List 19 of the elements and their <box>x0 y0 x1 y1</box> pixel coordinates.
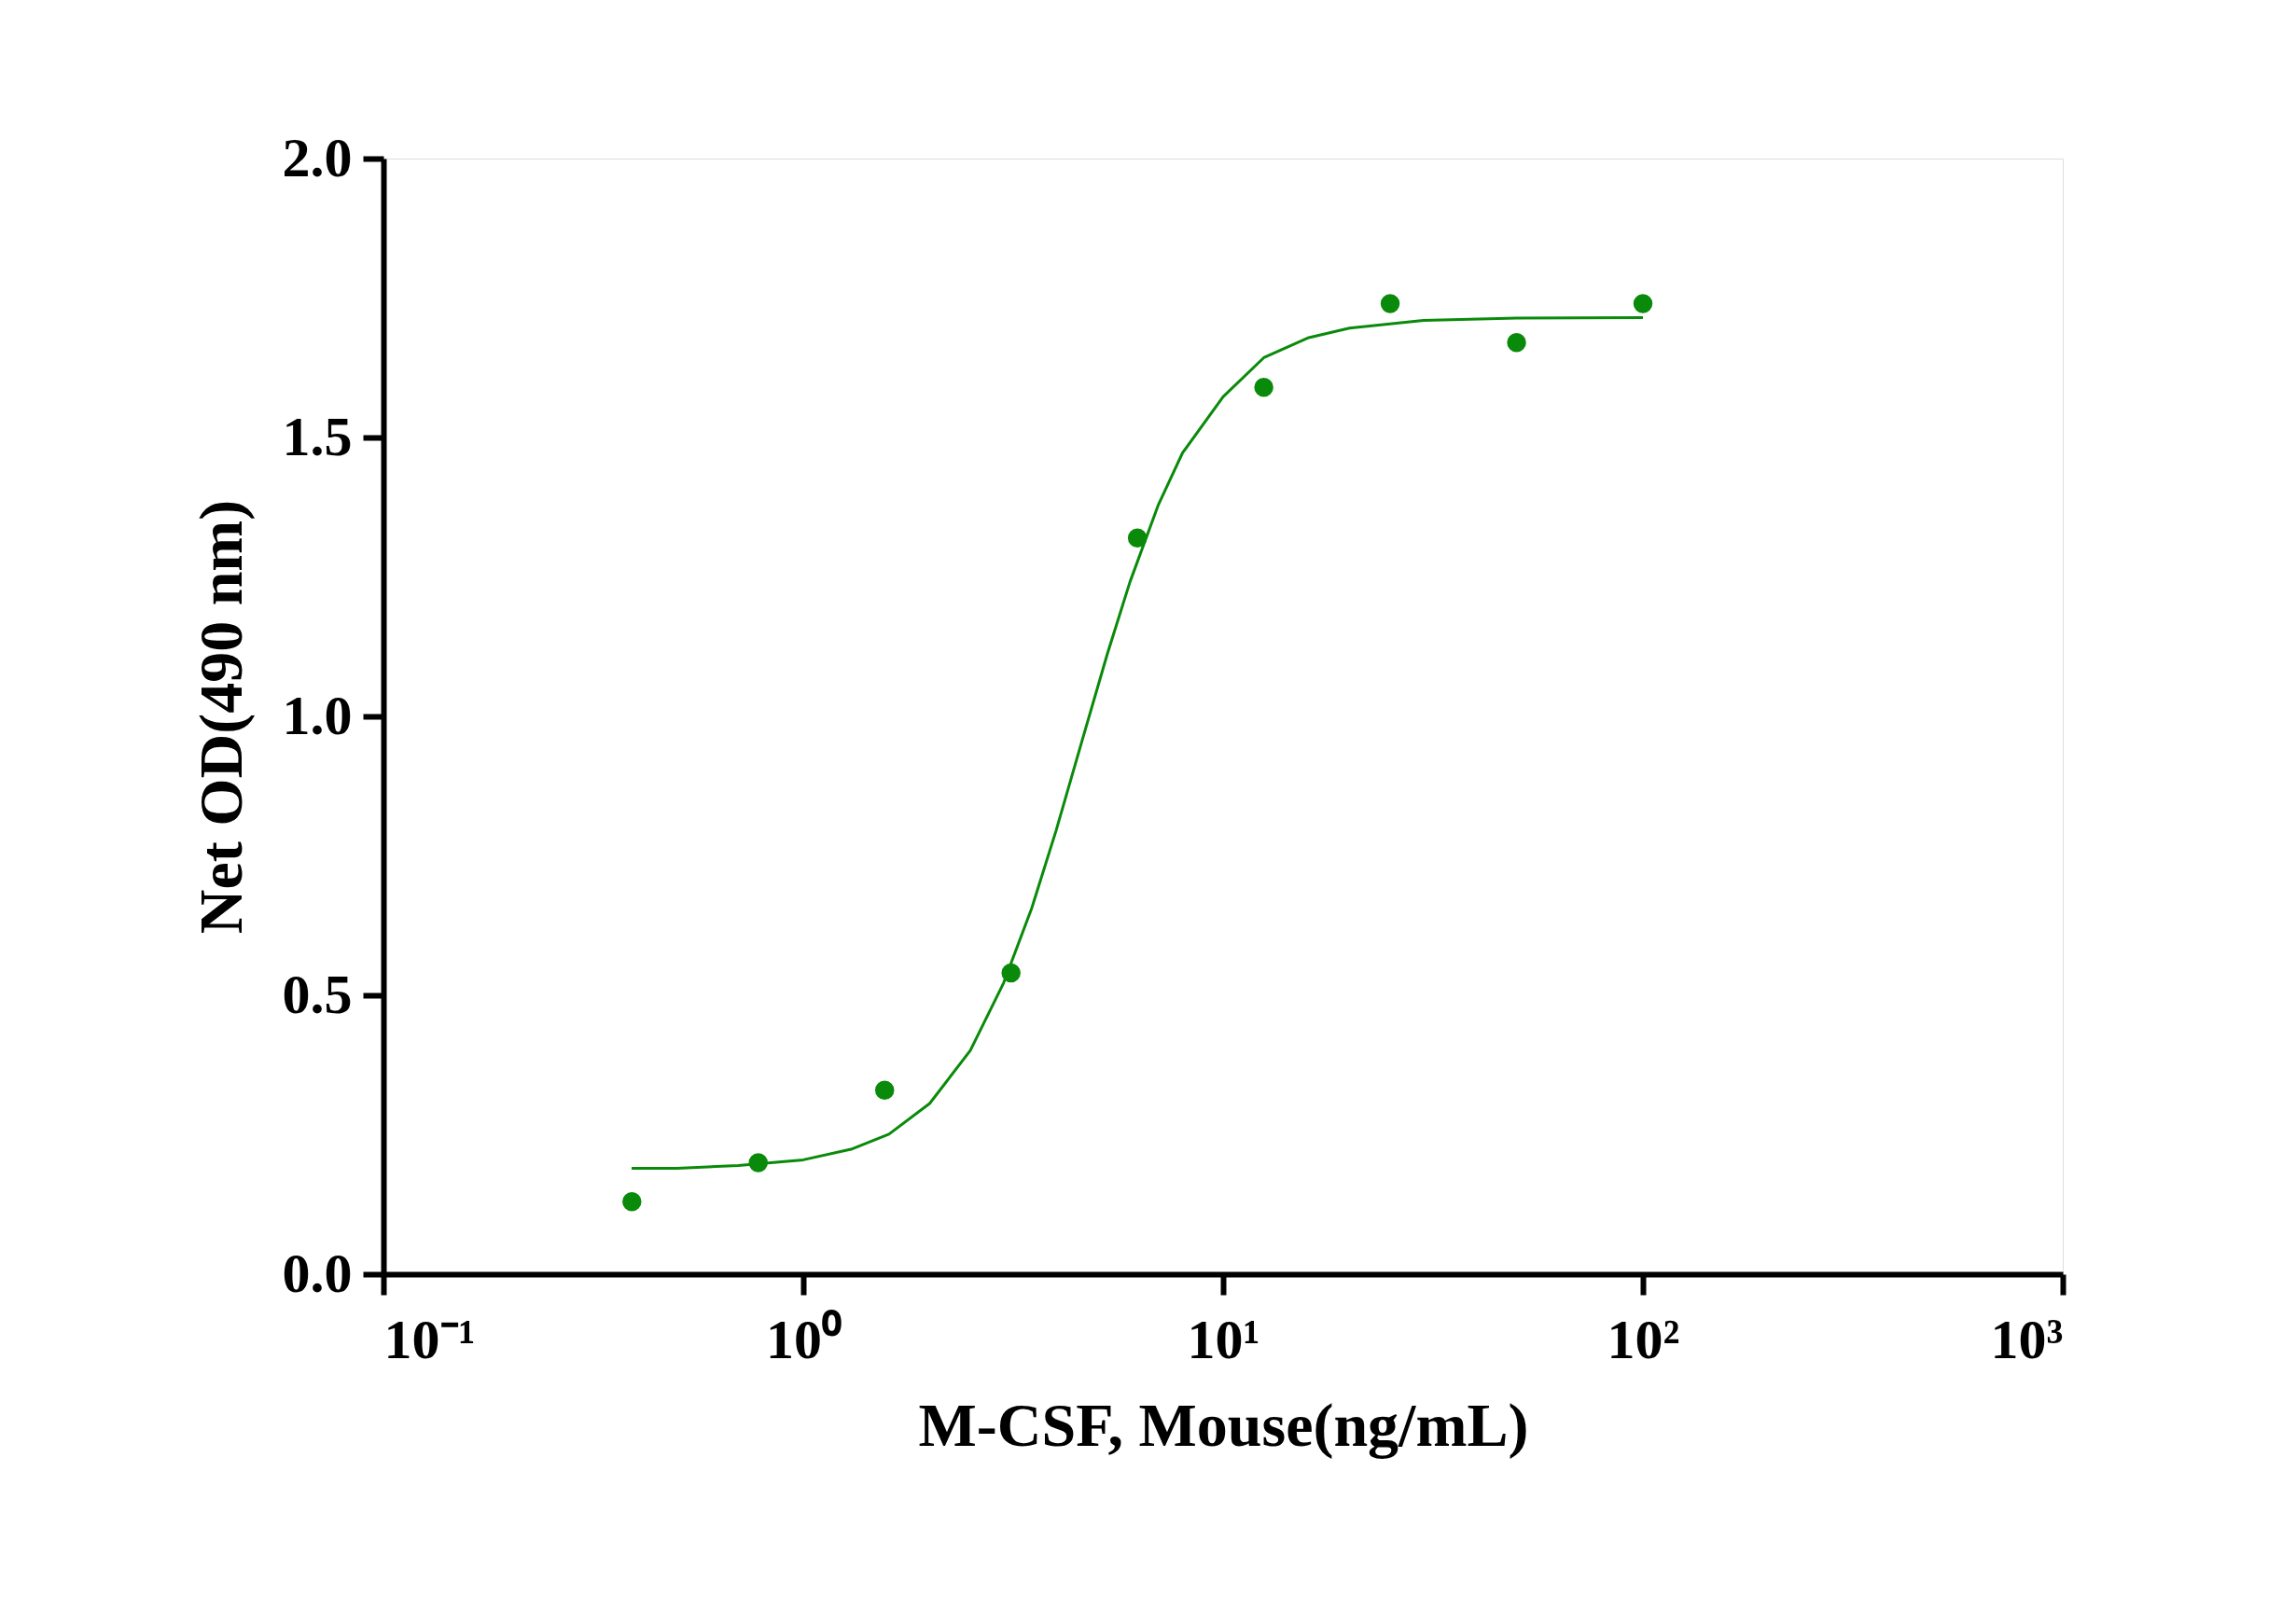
y-tick-label: 0.0 <box>282 1242 353 1304</box>
point <box>1254 377 1273 397</box>
x-tick-label: 10² <box>1607 1308 1680 1370</box>
x-tick-label: 10⁰ <box>766 1308 842 1370</box>
point <box>622 1192 642 1212</box>
point <box>1127 528 1148 548</box>
y-axis-title: Net OD(490 nm) <box>186 499 256 935</box>
x-axis-title: M-CSF, Mouse(ng/mL) <box>918 1390 1529 1460</box>
y-tick-label: 2.0 <box>282 126 353 188</box>
x-tick-label: 10³ <box>1990 1308 2064 1370</box>
x-tick-label: 10⁻¹ <box>383 1308 476 1370</box>
point <box>1633 294 1653 313</box>
y-tick-label: 1.0 <box>282 684 353 746</box>
point <box>1380 294 1400 313</box>
point <box>874 1080 895 1100</box>
point <box>1507 333 1526 353</box>
x-tick-label: 10¹ <box>1187 1308 1260 1370</box>
y-tick-label: 1.5 <box>282 405 353 467</box>
y-tick-label: 0.5 <box>282 963 353 1025</box>
